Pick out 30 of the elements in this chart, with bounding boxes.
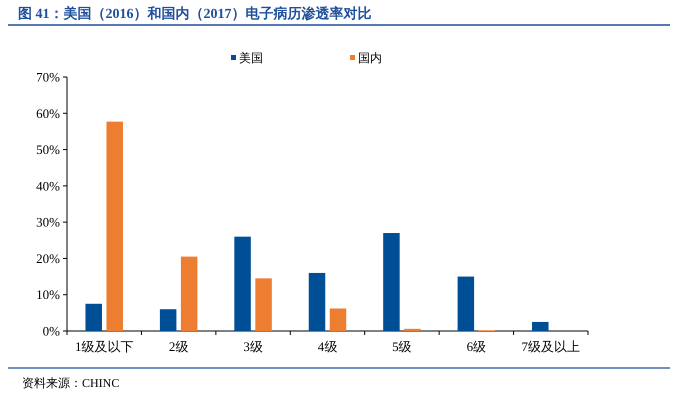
bar [106, 122, 123, 331]
bar [532, 322, 549, 331]
y-tick-label: 50% [36, 142, 60, 158]
y-tick-label: 30% [36, 214, 60, 230]
bar [85, 304, 102, 331]
y-tick-label: 60% [36, 106, 60, 121]
legend-label: 国内 [358, 51, 382, 65]
text: 资料来源：CHINC [22, 376, 120, 390]
y-tick-label: 10% [36, 287, 60, 302]
x-tick-label: 3级 [243, 339, 263, 354]
x-tick-label: 1级及以下 [74, 339, 134, 354]
bar [180, 256, 198, 331]
x-tick-label: 4级 [318, 339, 338, 354]
x-tick-label: 7级及以上 [522, 339, 580, 354]
legend-label: 美国 [239, 51, 263, 65]
x-tick-label: 6级 [466, 339, 486, 354]
y-tick-label: 40% [36, 178, 60, 194]
bar [458, 276, 474, 331]
x-tick-label: 5级 [392, 339, 412, 354]
bar [234, 236, 251, 331]
bar [383, 233, 400, 331]
bar [160, 309, 176, 331]
chart-title: 图 41：美国（2016）和国内（2017）电子病历渗透率对比 [18, 5, 372, 22]
y-tick-label: 70% [36, 70, 60, 84]
y-tick-label: 20% [36, 250, 60, 266]
bar [308, 272, 326, 331]
x-tick-label: 2级 [168, 339, 188, 354]
bar [255, 278, 272, 331]
bar [330, 308, 346, 331]
y-tick-label: 0% [42, 324, 60, 338]
